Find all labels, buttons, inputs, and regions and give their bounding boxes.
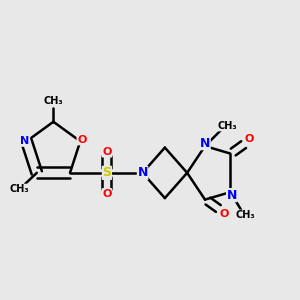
Text: O: O	[77, 135, 86, 145]
Text: CH₃: CH₃	[9, 184, 29, 194]
Text: O: O	[102, 189, 112, 199]
Text: O: O	[245, 134, 254, 144]
Text: CH₃: CH₃	[235, 210, 255, 220]
Text: N: N	[226, 189, 237, 202]
Text: N: N	[20, 136, 30, 146]
Text: S: S	[102, 166, 111, 179]
Text: CH₃: CH₃	[44, 96, 63, 106]
Text: N: N	[200, 136, 210, 150]
Text: N: N	[137, 166, 148, 179]
Text: O: O	[220, 209, 229, 220]
Text: CH₃: CH₃	[218, 121, 237, 131]
Text: O: O	[102, 147, 112, 157]
